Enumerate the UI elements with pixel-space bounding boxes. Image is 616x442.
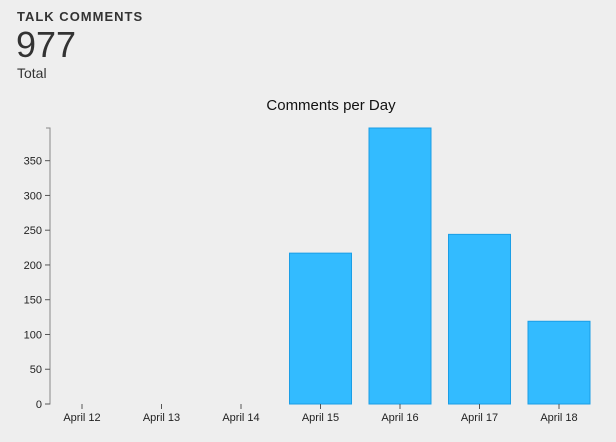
- bar-april-16: [368, 127, 432, 405]
- x-tick-label: April 14: [222, 412, 259, 424]
- x-tick-label: April 16: [381, 412, 418, 424]
- chart-title: Comments per Day: [266, 97, 396, 114]
- stat-caption: Total: [17, 65, 47, 81]
- y-axis-line: [46, 127, 51, 405]
- x-tick-label: April 15: [302, 412, 339, 424]
- y-tick-label: 0: [36, 399, 42, 411]
- bar-april-17: [448, 233, 511, 405]
- x-tick-label: April 12: [63, 412, 100, 424]
- bar-april-15: [289, 252, 352, 405]
- y-tick-label: 350: [24, 156, 42, 168]
- y-tick-label: 200: [24, 260, 42, 272]
- x-tick-label: April 13: [143, 412, 180, 424]
- x-tick-label: April 18: [540, 412, 577, 424]
- y-tick-label: 100: [24, 329, 42, 341]
- x-tick-label: April 17: [461, 412, 498, 424]
- bar-april-18: [527, 320, 591, 405]
- y-tick-label: 150: [24, 295, 42, 307]
- y-tick-label: 300: [24, 190, 42, 202]
- y-tick-label: 50: [30, 364, 42, 376]
- stat-value: 977: [16, 24, 77, 65]
- y-tick-label: 250: [24, 225, 42, 237]
- stat-label: TALK COMMENTS: [17, 9, 144, 24]
